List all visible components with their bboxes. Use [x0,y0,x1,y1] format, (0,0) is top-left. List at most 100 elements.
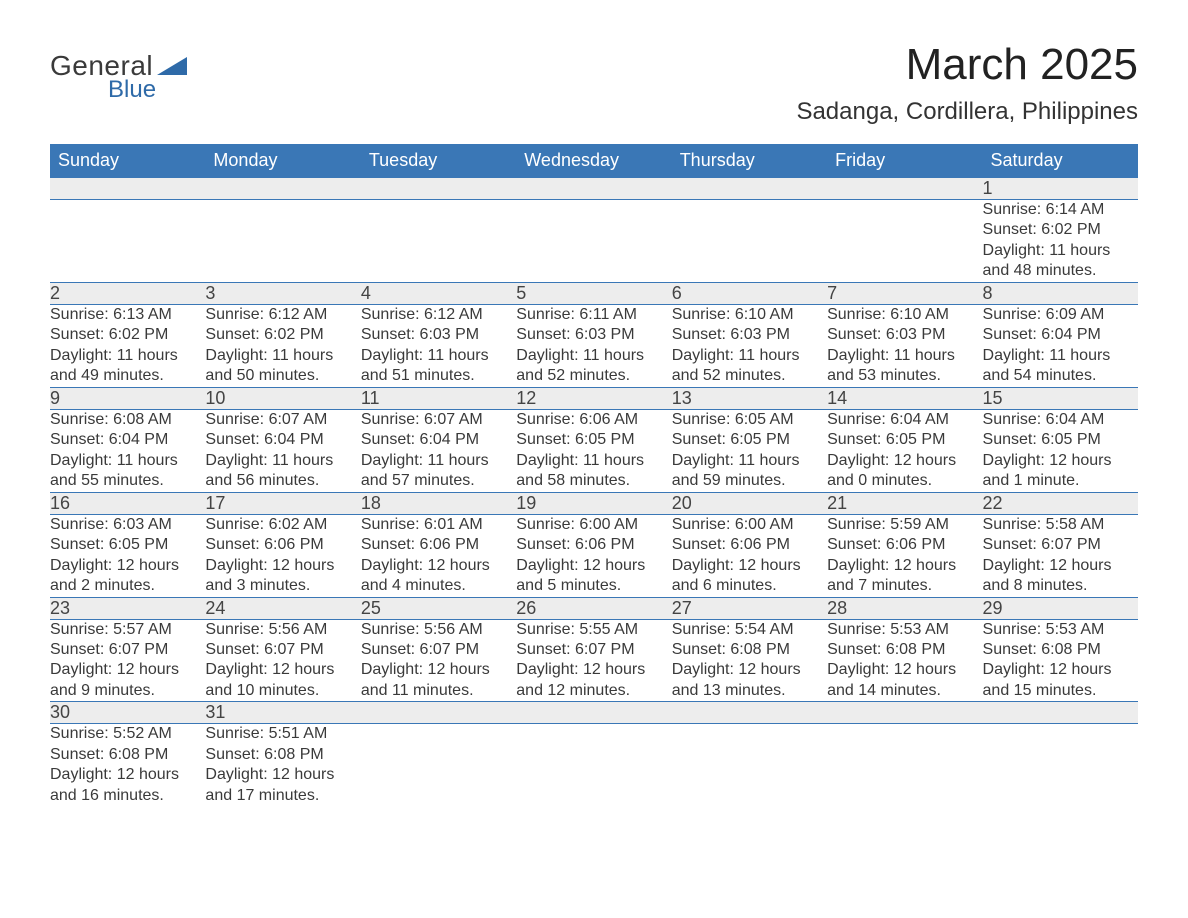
daynum-row: 3031 [50,702,1138,724]
day-detail-cell: Sunrise: 5:55 AMSunset: 6:07 PMDaylight:… [516,619,671,702]
day-number: 4 [361,283,371,303]
daylight1-text: Daylight: 12 hours [827,556,982,576]
day-number: 26 [516,598,536,618]
daylight1-text: Daylight: 12 hours [983,556,1138,576]
sunrise-text: Sunrise: 6:04 AM [983,410,1138,430]
day-number: 19 [516,493,536,513]
day-number: 24 [205,598,225,618]
day-number: 15 [983,388,1003,408]
day-number-cell: 7 [827,282,982,304]
daylight1-text: Daylight: 12 hours [205,556,360,576]
day-number-cell [205,178,360,200]
day-number: 3 [205,283,215,303]
sunrise-text: Sunrise: 5:53 AM [983,620,1138,640]
day-number: 2 [50,283,60,303]
calendar-table: Sunday Monday Tuesday Wednesday Thursday… [50,144,1138,806]
day-detail-cell: Sunrise: 5:54 AMSunset: 6:08 PMDaylight:… [672,619,827,702]
day-detail-cell: Sunrise: 6:12 AMSunset: 6:03 PMDaylight:… [361,304,516,387]
day-detail-cell: Sunrise: 5:59 AMSunset: 6:06 PMDaylight:… [827,514,982,597]
sunrise-text: Sunrise: 5:57 AM [50,620,205,640]
col-saturday: Saturday [983,144,1138,178]
sunset-text: Sunset: 6:07 PM [50,640,205,660]
sunrise-text: Sunrise: 5:59 AM [827,515,982,535]
sunset-text: Sunset: 6:06 PM [205,535,360,555]
day-number: 12 [516,388,536,408]
daylight2-text: and 7 minutes. [827,576,982,596]
daynum-row: 9101112131415 [50,387,1138,409]
day-number: 5 [516,283,526,303]
day-detail-cell: Sunrise: 6:13 AMSunset: 6:02 PMDaylight:… [50,304,205,387]
sunset-text: Sunset: 6:05 PM [50,535,205,555]
day-number-cell [672,702,827,724]
day-number-cell: 14 [827,387,982,409]
day-detail-cell [672,724,827,806]
day-detail-cell: Sunrise: 6:01 AMSunset: 6:06 PMDaylight:… [361,514,516,597]
day-detail-cell [983,724,1138,806]
sunset-text: Sunset: 6:04 PM [205,430,360,450]
day-number: 6 [672,283,682,303]
daylight2-text: and 9 minutes. [50,681,205,701]
day-number: 23 [50,598,70,618]
col-monday: Monday [205,144,360,178]
sunrise-text: Sunrise: 5:51 AM [205,724,360,744]
daylight1-text: Daylight: 12 hours [50,556,205,576]
day-detail-cell: Sunrise: 6:00 AMSunset: 6:06 PMDaylight:… [516,514,671,597]
daylight2-text: and 49 minutes. [50,366,205,386]
day-number: 27 [672,598,692,618]
day-number-cell: 17 [205,492,360,514]
day-number-cell: 15 [983,387,1138,409]
daynum-row: 1 [50,178,1138,200]
day-number-cell: 16 [50,492,205,514]
day-number-cell: 18 [361,492,516,514]
day-number-cell: 30 [50,702,205,724]
day-detail-cell [516,724,671,806]
location: Sadanga, Cordillera, Philippines [796,98,1138,126]
day-detail-cell: Sunrise: 6:00 AMSunset: 6:06 PMDaylight:… [672,514,827,597]
detail-row: Sunrise: 6:14 AMSunset: 6:02 PMDaylight:… [50,200,1138,283]
sunset-text: Sunset: 6:03 PM [361,325,516,345]
daylight1-text: Daylight: 12 hours [205,765,360,785]
day-number-cell: 13 [672,387,827,409]
sunset-text: Sunset: 6:07 PM [983,535,1138,555]
day-detail-cell: Sunrise: 6:14 AMSunset: 6:02 PMDaylight:… [983,200,1138,283]
sunset-text: Sunset: 6:08 PM [50,745,205,765]
sunrise-text: Sunrise: 5:53 AM [827,620,982,640]
daylight2-text: and 0 minutes. [827,471,982,491]
sunrise-text: Sunrise: 6:13 AM [50,305,205,325]
daylight1-text: Daylight: 11 hours [50,451,205,471]
day-number: 30 [50,702,70,722]
day-number: 10 [205,388,225,408]
day-number: 20 [672,493,692,513]
daylight2-text: and 10 minutes. [205,681,360,701]
day-detail-cell: Sunrise: 6:04 AMSunset: 6:05 PMDaylight:… [983,409,1138,492]
daylight1-text: Daylight: 12 hours [516,660,671,680]
daylight2-text: and 2 minutes. [50,576,205,596]
day-detail-cell: Sunrise: 5:58 AMSunset: 6:07 PMDaylight:… [983,514,1138,597]
day-number-cell: 6 [672,282,827,304]
day-number-cell: 1 [983,178,1138,200]
day-detail-cell: Sunrise: 6:12 AMSunset: 6:02 PMDaylight:… [205,304,360,387]
day-number-cell: 21 [827,492,982,514]
day-detail-cell: Sunrise: 6:09 AMSunset: 6:04 PMDaylight:… [983,304,1138,387]
day-number-cell: 8 [983,282,1138,304]
sunset-text: Sunset: 6:08 PM [672,640,827,660]
day-detail-cell: Sunrise: 6:07 AMSunset: 6:04 PMDaylight:… [205,409,360,492]
day-number-cell: 24 [205,597,360,619]
daylight2-text: and 56 minutes. [205,471,360,491]
day-number: 16 [50,493,70,513]
day-number: 1 [983,178,993,198]
sunset-text: Sunset: 6:06 PM [361,535,516,555]
daylight1-text: Daylight: 11 hours [983,346,1138,366]
day-detail-cell [205,200,360,283]
daylight1-text: Daylight: 12 hours [361,556,516,576]
daylight2-text: and 51 minutes. [361,366,516,386]
month-title: March 2025 [796,40,1138,90]
daylight2-text: and 3 minutes. [205,576,360,596]
sunset-text: Sunset: 6:07 PM [361,640,516,660]
daylight1-text: Daylight: 11 hours [205,346,360,366]
day-number: 28 [827,598,847,618]
sunrise-text: Sunrise: 6:00 AM [672,515,827,535]
day-detail-cell [827,200,982,283]
sunrise-text: Sunrise: 6:07 AM [361,410,516,430]
daylight2-text: and 58 minutes. [516,471,671,491]
